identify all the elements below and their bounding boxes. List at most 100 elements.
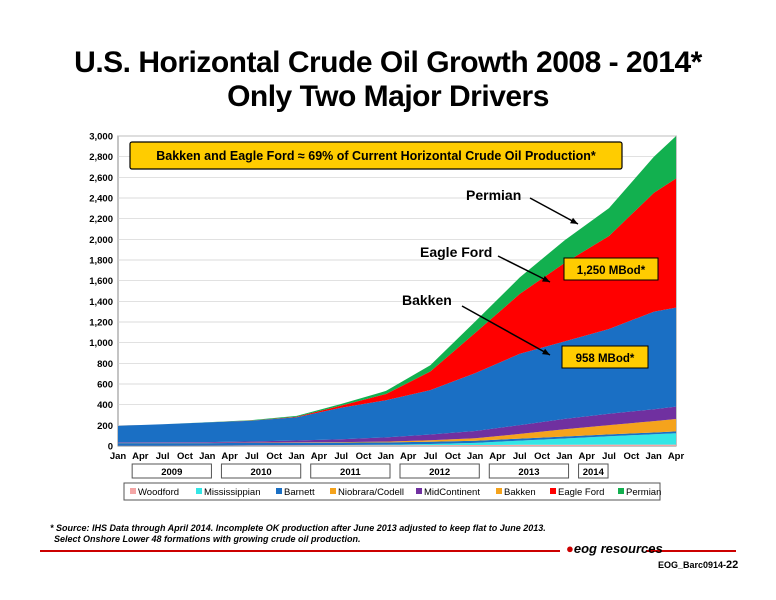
eagle-ford-value-box xyxy=(563,257,659,281)
year-label: 2013 xyxy=(518,467,539,478)
x-tick-label: Apr xyxy=(668,451,685,462)
slide-code: EOG_Barc0914-22 xyxy=(658,559,739,571)
bakken-label: Bakken xyxy=(402,292,452,308)
x-tick-label: Jan xyxy=(467,451,484,462)
x-tick-label: Jul xyxy=(513,451,527,462)
x-tick-label: Apr xyxy=(221,451,238,462)
callout-box xyxy=(129,141,623,170)
x-tick-label: Jan xyxy=(288,451,305,462)
y-tick-label: 3,000 xyxy=(89,132,113,143)
x-tick-label: Jan xyxy=(199,451,216,462)
x-tick-label: Apr xyxy=(579,451,596,462)
area-eagle-ford xyxy=(118,178,676,426)
eagle-ford-arrow-head xyxy=(542,275,550,282)
area-niobrara-codell xyxy=(118,419,676,444)
y-tick-label: 400 xyxy=(97,400,113,411)
x-tick-label: Apr xyxy=(311,451,328,462)
footnote-source: * Source: IHS Data through April 2014. I… xyxy=(50,523,546,533)
bakken-value-box xyxy=(561,345,649,369)
footer-rule-left xyxy=(40,550,560,552)
legend-swatch-bakken xyxy=(496,488,502,494)
y-tick-label: 0 xyxy=(108,442,113,453)
y-tick-label: 1,200 xyxy=(89,318,113,329)
flame-icon: ● xyxy=(566,541,574,556)
footer-rule-right xyxy=(646,550,736,552)
year-box xyxy=(131,463,212,479)
legend-swatch-niobrara-codell xyxy=(330,488,336,494)
eagle-ford-label: Eagle Ford xyxy=(420,244,492,260)
x-tick-label: Jul xyxy=(156,451,170,462)
x-tick-label: Oct xyxy=(445,451,462,462)
area-bakken xyxy=(118,307,676,443)
y-tick-label: 600 xyxy=(97,380,113,391)
year-box xyxy=(578,463,609,479)
year-box xyxy=(220,463,302,479)
year-label: 2012 xyxy=(429,467,450,478)
x-tick-label: Jul xyxy=(245,451,259,462)
x-tick-label: Apr xyxy=(489,451,506,462)
bakken-arrow-head xyxy=(542,348,550,355)
permian-label: Permian xyxy=(466,187,521,203)
footnote-formations: Select Onshore Lower 48 formations with … xyxy=(54,534,361,544)
year-label: 2010 xyxy=(251,467,272,478)
y-tick-label: 2,000 xyxy=(89,235,113,246)
legend-swatch-midcontinent xyxy=(416,488,422,494)
bakken-value: 958 MBod* xyxy=(576,353,635,365)
legend-label-barnett: Barnett xyxy=(284,487,315,498)
x-tick-label: Apr xyxy=(132,451,149,462)
year-box xyxy=(488,463,570,479)
eog-logo: ●eog resources xyxy=(566,541,663,556)
legend-label-midcontinent: MidContinent xyxy=(424,487,480,498)
y-tick-label: 2,200 xyxy=(89,214,113,225)
x-tick-label: Oct xyxy=(266,451,283,462)
legend-label-eagle-ford: Eagle Ford xyxy=(558,487,604,498)
y-tick-label: 1,800 xyxy=(89,256,113,267)
y-tick-label: 800 xyxy=(97,359,113,370)
callout-text: Bakken and Eagle Ford ≈ 69% of Current H… xyxy=(156,149,596,163)
year-box xyxy=(399,463,480,479)
y-tick-label: 2,800 xyxy=(89,152,113,163)
x-tick-label: Oct xyxy=(177,451,194,462)
x-tick-label: Jan xyxy=(556,451,573,462)
y-tick-label: 2,400 xyxy=(89,194,113,205)
legend-swatch-barnett xyxy=(276,488,282,494)
x-tick-label: Jul xyxy=(424,451,438,462)
legend-label-bakken: Bakken xyxy=(504,487,536,498)
year-label: 2011 xyxy=(340,467,361,478)
title-line-1: U.S. Horizontal Crude Oil Growth 2008 - … xyxy=(74,46,702,79)
area-midcontinent xyxy=(118,406,676,443)
area-barnett xyxy=(118,431,676,446)
title-line-2: Only Two Major Drivers xyxy=(227,80,549,113)
x-tick-label: Oct xyxy=(534,451,551,462)
legend-label-niobrara-codell: Niobrara/Codell xyxy=(338,487,404,498)
legend-swatch-permian xyxy=(618,488,624,494)
y-tick-label: 1,000 xyxy=(89,338,113,349)
x-tick-label: Jan xyxy=(378,451,395,462)
x-tick-label: Oct xyxy=(356,451,373,462)
x-tick-label: Jul xyxy=(602,451,616,462)
area-woodford xyxy=(118,444,676,446)
slide-number: 22 xyxy=(726,559,739,571)
year-box xyxy=(310,463,391,479)
bakken-arrow xyxy=(461,305,551,356)
eagle-ford-arrow xyxy=(497,255,551,283)
x-tick-label: Apr xyxy=(400,451,417,462)
legend-box xyxy=(123,482,661,501)
x-tick-label: Oct xyxy=(623,451,640,462)
permian-arrow xyxy=(529,197,579,225)
y-tick-label: 200 xyxy=(97,421,113,432)
permian-arrow-head xyxy=(570,217,578,224)
y-tick-label: 1,400 xyxy=(89,297,113,308)
year-label: 2014 xyxy=(583,467,605,478)
year-label: 2009 xyxy=(161,467,182,478)
eagle-ford-value: 1,250 MBod* xyxy=(577,265,646,277)
y-tick-label: 2,600 xyxy=(89,173,113,184)
legend-label-woodford: Woodford xyxy=(138,487,179,498)
x-tick-label: Jan xyxy=(645,451,662,462)
legend-label-permian: Permian xyxy=(626,487,661,498)
x-tick-label: Jan xyxy=(110,451,127,462)
legend-label-mississippian: Mississippian xyxy=(204,487,261,498)
legend-swatch-mississippian xyxy=(196,488,202,494)
legend-swatch-woodford xyxy=(130,488,136,494)
